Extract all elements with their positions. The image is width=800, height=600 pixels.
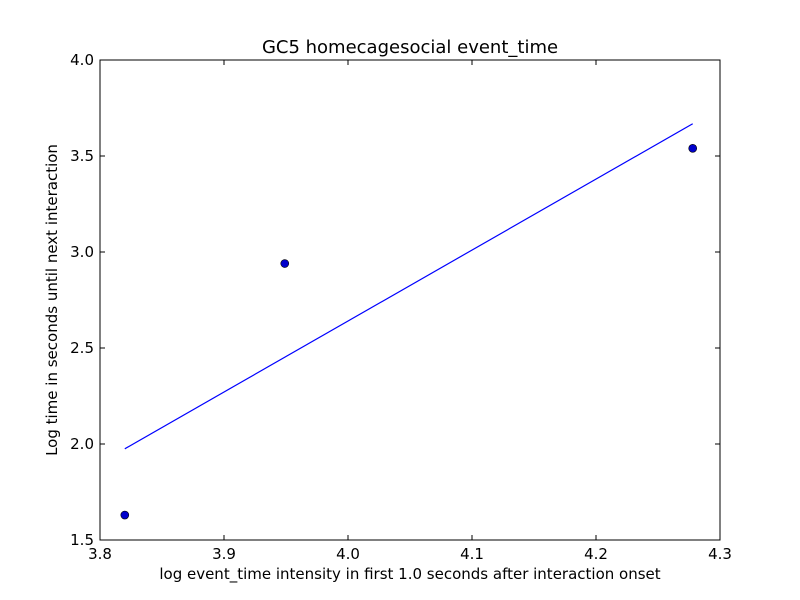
- y-axis-ticks: 1.5 2.0 2.5 3.0 3.5 4.0: [70, 51, 720, 549]
- y-axis-label: Log time in seconds until next interacti…: [43, 144, 61, 456]
- x-axis-ticks: 3.8 3.9 4.0 4.1 4.2 4.3: [88, 60, 732, 563]
- series-layer: [120, 123, 698, 520]
- data-point: [280, 259, 290, 268]
- fit-line: [124, 123, 694, 450]
- y-tick-label: 4.0: [70, 51, 94, 69]
- x-tick-label: 4.1: [460, 545, 484, 563]
- x-tick-label: 4.2: [584, 545, 608, 563]
- plot-area: [99, 59, 721, 541]
- x-tick-label: 4.0: [336, 545, 360, 563]
- chart-title: GC5 homecagesocial event_time: [262, 37, 558, 58]
- data-point: [120, 510, 130, 520]
- data-point: [688, 144, 698, 153]
- y-tick-label: 2.0: [70, 435, 94, 453]
- y-tick-label: 1.5: [70, 531, 94, 549]
- x-axis-label: log event_time intensity in first 1.0 se…: [159, 565, 660, 584]
- x-tick-label: 3.8: [88, 545, 112, 563]
- y-tick-label: 3.5: [70, 147, 94, 165]
- y-tick-label: 2.5: [70, 339, 94, 357]
- x-tick-label: 3.9: [212, 545, 236, 563]
- y-tick-label: 3.0: [70, 243, 94, 261]
- x-tick-label: 4.3: [708, 545, 732, 563]
